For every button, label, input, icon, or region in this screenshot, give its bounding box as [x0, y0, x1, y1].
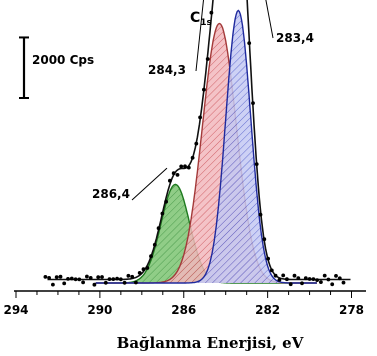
data-point [322, 273, 327, 278]
data-point [326, 277, 331, 282]
data-point [122, 280, 127, 285]
data-point [277, 278, 282, 282]
data-point [85, 274, 89, 279]
data-point [168, 178, 172, 183]
data-point [66, 277, 70, 281]
scale-bar-label: 2000 Cps [32, 53, 94, 67]
data-point [111, 277, 116, 281]
data-point [300, 281, 304, 286]
spectrum-label-sub: 1s [200, 18, 212, 28]
data-point [100, 275, 104, 279]
data-point [107, 277, 112, 281]
data-point [126, 273, 131, 278]
data-point [118, 277, 123, 282]
data-point [141, 267, 146, 272]
x-axis-title: Bağlanma Enerjisi, eV [117, 334, 304, 352]
data-point [319, 280, 323, 284]
peak-label-2: 283,4 [276, 31, 314, 45]
data-point [152, 242, 157, 247]
data-point [58, 274, 63, 279]
data-point [303, 276, 308, 281]
spectrum-label-main: C [190, 10, 200, 26]
data-point [149, 254, 153, 259]
data-point [251, 101, 255, 105]
data-point [96, 275, 101, 279]
data-point [51, 282, 55, 287]
data-point [247, 41, 252, 45]
spectrum-label: C1s [190, 10, 212, 28]
data-point [292, 273, 297, 278]
data-point [186, 165, 191, 170]
data-point [285, 277, 289, 282]
x-tick-label: 286 [171, 303, 196, 317]
data-point [190, 155, 195, 160]
x-tick-label: 290 [87, 303, 112, 317]
data-point [171, 171, 176, 176]
data-point [202, 87, 206, 92]
data-point [254, 162, 259, 167]
data-point [47, 276, 51, 280]
data-point [175, 173, 180, 177]
data-point [198, 115, 203, 120]
data-point [145, 266, 150, 270]
data-point [269, 268, 274, 273]
data-point [183, 164, 187, 169]
x-tick-label: 294 [3, 303, 28, 317]
data-point [92, 282, 97, 287]
data-point [315, 278, 319, 282]
data-point [288, 282, 293, 287]
peak-curve-2 [95, 9, 317, 284]
data-point [156, 226, 161, 231]
data-point [337, 276, 342, 281]
data-point [194, 141, 199, 146]
data-point [205, 57, 210, 61]
data-point [137, 271, 142, 275]
data-point [43, 275, 48, 279]
data-point [88, 276, 93, 280]
envelope-curve [47, 0, 351, 281]
data-point [258, 212, 263, 217]
data-point [115, 276, 119, 281]
data-point [134, 280, 138, 285]
data-point [266, 256, 270, 261]
data-point [330, 282, 335, 287]
data-point [273, 273, 278, 278]
data-point [164, 199, 169, 204]
x-tick-label: 282 [255, 303, 280, 317]
data-point [77, 277, 82, 282]
measured-data-points [43, 10, 346, 287]
data-point [160, 211, 165, 216]
peak-label-0: 286,4 [92, 187, 130, 201]
peak-leader-2 [265, 0, 274, 39]
peak-components [95, 9, 318, 284]
data-point [179, 164, 184, 169]
data-point [311, 277, 316, 281]
peak-fill-1 [95, 23, 318, 283]
data-point [54, 275, 59, 279]
data-point [69, 276, 74, 281]
data-point [73, 277, 78, 282]
data-point [103, 280, 108, 285]
scale-bar: 2000 Cps [19, 36, 94, 99]
data-point [130, 274, 135, 279]
fitted-envelope [47, 0, 351, 281]
peak-annotations: 286,4 284,3 283,4 [92, 0, 314, 201]
data-point [81, 280, 85, 285]
data-point [209, 10, 214, 15]
data-point [341, 280, 346, 285]
data-point [262, 237, 267, 242]
peak-label-1: 284,3 [148, 63, 186, 77]
peak-leader-1 [195, 0, 204, 72]
x-tick-label: 278 [339, 303, 364, 317]
data-point [307, 277, 312, 281]
data-point [281, 273, 286, 278]
x-axis-ticks: 294 290 286 282 278 [3, 291, 364, 317]
peak-leader-0 [131, 167, 168, 201]
data-point [296, 276, 301, 280]
data-point [62, 281, 67, 286]
data-point [334, 274, 338, 278]
